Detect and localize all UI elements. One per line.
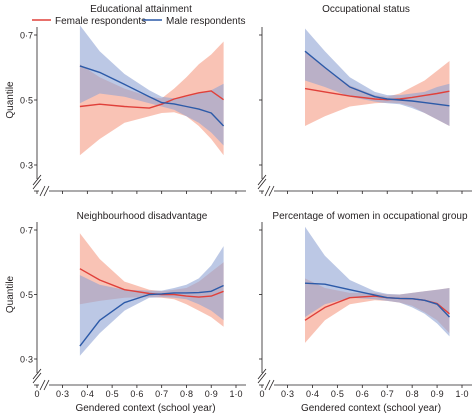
- male-series-line: [304, 282, 451, 318]
- y-axis-break: [32, 174, 42, 190]
- y-tick-label: 0·3: [20, 355, 33, 365]
- x-tick-label: 0·7: [155, 389, 168, 399]
- x-origin-label: 0: [34, 389, 39, 399]
- panel-4: Percentage of women in occupational grou…: [257, 211, 472, 414]
- x-axis-break: [39, 185, 50, 197]
- x-tick-label: 0·8: [406, 389, 419, 399]
- x-axis-label: Gendered context (school year): [301, 403, 441, 414]
- legend: Female respondents Male respondents: [32, 16, 246, 27]
- male-series-line: [79, 65, 225, 127]
- y-axis-break: [257, 368, 267, 384]
- x-tick-label: 0·4: [306, 389, 319, 399]
- y-tick-label: 0·7: [20, 226, 33, 236]
- panel-2: Occupational status: [257, 4, 472, 197]
- x-tick-label: 0·6: [130, 389, 143, 399]
- y-axis-label: Quantile: [5, 275, 16, 313]
- female-confidence-band: [79, 233, 224, 327]
- y-axis-break: [257, 174, 267, 190]
- male-series-line: [304, 50, 450, 107]
- male-series-line: [79, 284, 224, 347]
- legend-female-label: Female respondents: [55, 16, 146, 27]
- x-tick-label: 0·9: [205, 389, 218, 399]
- x-tick-label: 1·0: [229, 389, 242, 399]
- x-tick-label: 0·4: [81, 389, 94, 399]
- panel-1: Educational attainment 0·3 0·5 0·7 Quantile: [5, 4, 246, 197]
- x-axis-label: Gendered context (school year): [75, 403, 215, 414]
- male-confidence-band: [305, 226, 450, 337]
- x-tick-label: 1·0: [455, 389, 468, 399]
- panel-title: Educational attainment: [90, 4, 192, 15]
- panel-3: Neighbourhood disadvantage 0·3 0·5 0·7 0 0·3 0…: [5, 211, 246, 414]
- x-tick-label: 0·8: [180, 389, 193, 399]
- y-axis-label: Quantile: [5, 81, 16, 119]
- y-axis-break: [32, 368, 42, 384]
- x-origin-label: 0: [259, 389, 264, 399]
- y-tick-label: 0·5: [20, 290, 33, 300]
- legend-male-label: Male respondents: [166, 16, 246, 27]
- x-tick-label: 0·5: [331, 389, 344, 399]
- x-tick-label: 0·7: [381, 389, 394, 399]
- y-tick-label: 0·5: [20, 96, 33, 106]
- female-confidence-band: [305, 51, 450, 127]
- x-tick-label: 0·3: [281, 389, 294, 399]
- x-axis-break: [39, 379, 50, 391]
- x-axis-break: [264, 185, 275, 197]
- y-tick-label: 0·3: [20, 161, 33, 171]
- y-tick-label: 0·7: [20, 31, 33, 41]
- male-confidence-band: [79, 246, 224, 356]
- female-series-line: [79, 268, 224, 298]
- x-tick-label: 0·9: [431, 389, 444, 399]
- panel-title: Neighbourhood disadvantage: [77, 211, 208, 222]
- x-axis-break: [264, 379, 275, 391]
- male-confidence-band: [79, 25, 224, 146]
- female-series-line: [79, 90, 225, 109]
- x-tick-label: 0·5: [106, 389, 119, 399]
- panel-title: Occupational status: [322, 4, 410, 15]
- panel-title: Percentage of women in occupational grou…: [272, 211, 468, 222]
- x-tick-label: 0·6: [356, 389, 369, 399]
- x-tick-label: 0·3: [56, 389, 69, 399]
